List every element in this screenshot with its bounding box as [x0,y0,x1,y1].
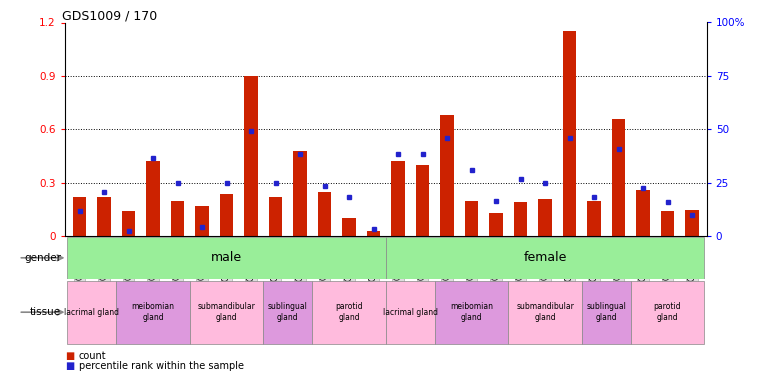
Text: meibomian
gland: meibomian gland [450,302,493,322]
Bar [67,237,386,279]
Bar [190,280,264,344]
Bar [386,280,435,344]
Bar [342,218,356,236]
Text: ■: ■ [65,361,74,370]
Bar [661,211,675,236]
Bar [465,201,478,236]
Bar [391,161,405,236]
Bar [636,190,649,236]
Bar [367,231,380,236]
Bar [122,211,135,236]
Text: sublingual
gland: sublingual gland [586,302,626,322]
Text: lacrimal gland: lacrimal gland [383,308,438,316]
Bar [563,32,576,236]
Text: gender: gender [24,253,61,263]
Text: male: male [211,251,242,264]
Bar [220,194,233,236]
Bar [244,76,257,236]
Bar [508,280,581,344]
Bar [631,280,704,344]
Bar [67,280,116,344]
Bar [386,237,704,279]
Text: sublingual
gland: sublingual gland [268,302,308,322]
Text: meibomian
gland: meibomian gland [131,302,175,322]
Bar [435,280,508,344]
Text: female: female [523,251,567,264]
Bar [312,280,386,344]
Text: submandibular
gland: submandibular gland [198,302,255,322]
Bar [147,161,160,236]
Bar [171,201,184,236]
Bar [73,197,86,236]
Text: percentile rank within the sample: percentile rank within the sample [79,361,244,370]
Bar [416,165,429,236]
Bar [264,280,312,344]
Text: ■: ■ [65,351,74,361]
Bar [293,151,307,236]
Bar [588,201,601,236]
Bar [612,118,625,236]
Text: parotid
gland: parotid gland [335,302,363,322]
Bar [269,197,283,236]
Bar [581,280,631,344]
Bar [514,202,527,236]
Text: tissue: tissue [30,307,61,317]
Bar [97,197,111,236]
Bar [440,115,454,236]
Bar [685,210,699,236]
Text: count: count [79,351,106,361]
Text: submandibular
gland: submandibular gland [516,302,574,322]
Text: GDS1009 / 170: GDS1009 / 170 [62,9,157,22]
Bar [489,213,503,236]
Bar [318,192,332,236]
Text: lacrimal gland: lacrimal gland [64,308,119,316]
Bar [539,199,552,236]
Bar [196,206,209,236]
Bar [116,280,190,344]
Text: parotid
gland: parotid gland [654,302,681,322]
